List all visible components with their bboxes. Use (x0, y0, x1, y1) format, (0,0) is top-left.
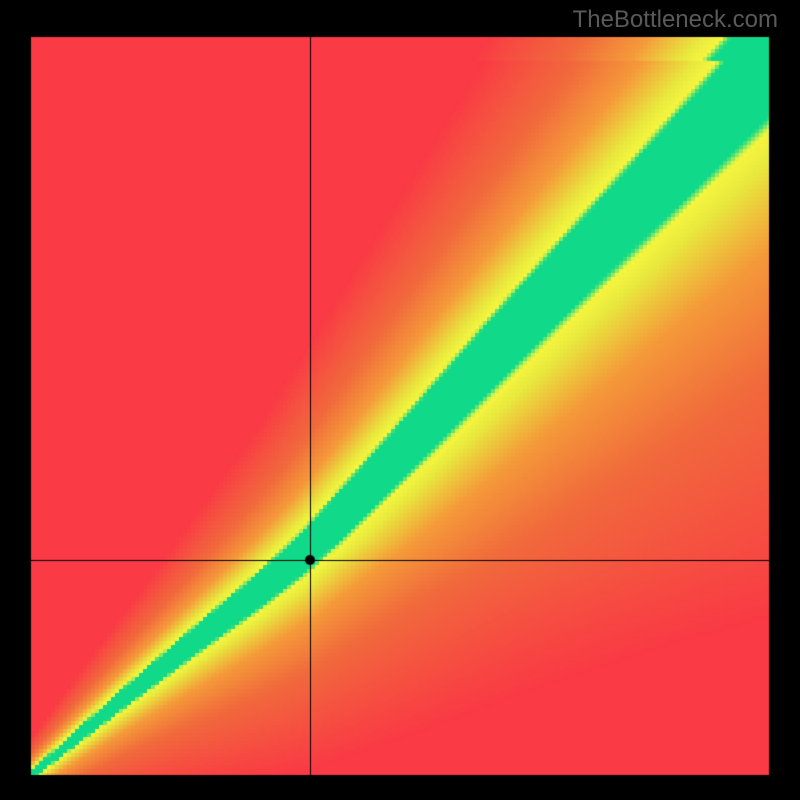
heatmap-canvas (0, 0, 800, 800)
watermark-text: TheBottleneck.com (573, 6, 778, 34)
chart-container: TheBottleneck.com (0, 0, 800, 800)
